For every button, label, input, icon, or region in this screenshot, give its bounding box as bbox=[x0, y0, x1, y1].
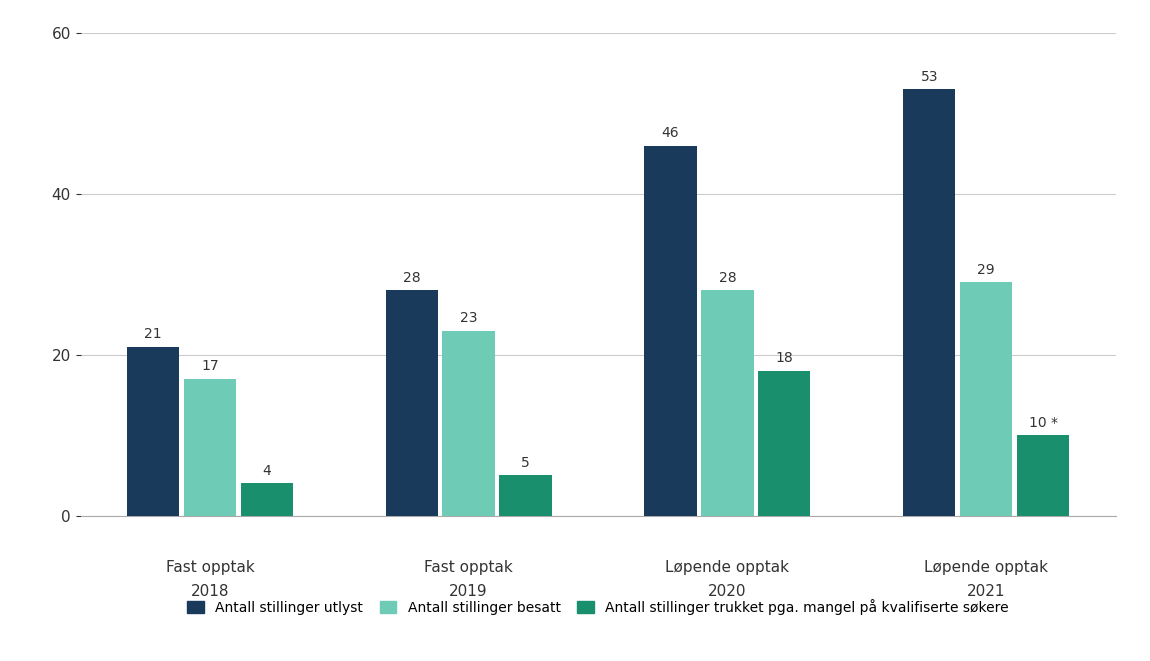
Text: 2020: 2020 bbox=[708, 584, 746, 599]
Legend: Antall stillinger utlyst, Antall stillinger besatt, Antall stillinger trukket pg: Antall stillinger utlyst, Antall stillin… bbox=[187, 599, 1009, 615]
Text: 10 *: 10 * bbox=[1028, 416, 1058, 430]
Text: 28: 28 bbox=[402, 271, 421, 285]
Text: Løpende opptak: Løpende opptak bbox=[666, 560, 789, 575]
Bar bbox=[960, 282, 1012, 516]
Text: 21: 21 bbox=[144, 327, 162, 341]
Text: 2021: 2021 bbox=[967, 584, 1005, 599]
Text: Fast opptak: Fast opptak bbox=[424, 560, 513, 575]
Text: 5: 5 bbox=[521, 455, 530, 470]
Bar bbox=[758, 371, 811, 516]
Text: 2019: 2019 bbox=[450, 584, 488, 599]
Bar bbox=[240, 483, 293, 516]
Bar bbox=[184, 379, 236, 516]
Bar bbox=[126, 346, 179, 516]
Bar bbox=[903, 89, 956, 516]
Text: 28: 28 bbox=[719, 271, 736, 285]
Text: 29: 29 bbox=[978, 262, 995, 277]
Bar bbox=[1017, 435, 1070, 516]
Bar bbox=[385, 290, 438, 516]
Text: 46: 46 bbox=[661, 126, 680, 140]
Text: 18: 18 bbox=[775, 351, 793, 365]
Text: Fast opptak: Fast opptak bbox=[166, 560, 254, 575]
Text: Løpende opptak: Løpende opptak bbox=[925, 560, 1048, 575]
Bar bbox=[499, 475, 552, 516]
Text: 2018: 2018 bbox=[191, 584, 229, 599]
Bar bbox=[443, 330, 494, 516]
Bar bbox=[702, 290, 753, 516]
Text: 4: 4 bbox=[262, 464, 271, 478]
Bar bbox=[644, 145, 697, 516]
Text: 17: 17 bbox=[201, 359, 218, 373]
Text: 53: 53 bbox=[920, 69, 938, 84]
Text: 23: 23 bbox=[460, 311, 477, 325]
